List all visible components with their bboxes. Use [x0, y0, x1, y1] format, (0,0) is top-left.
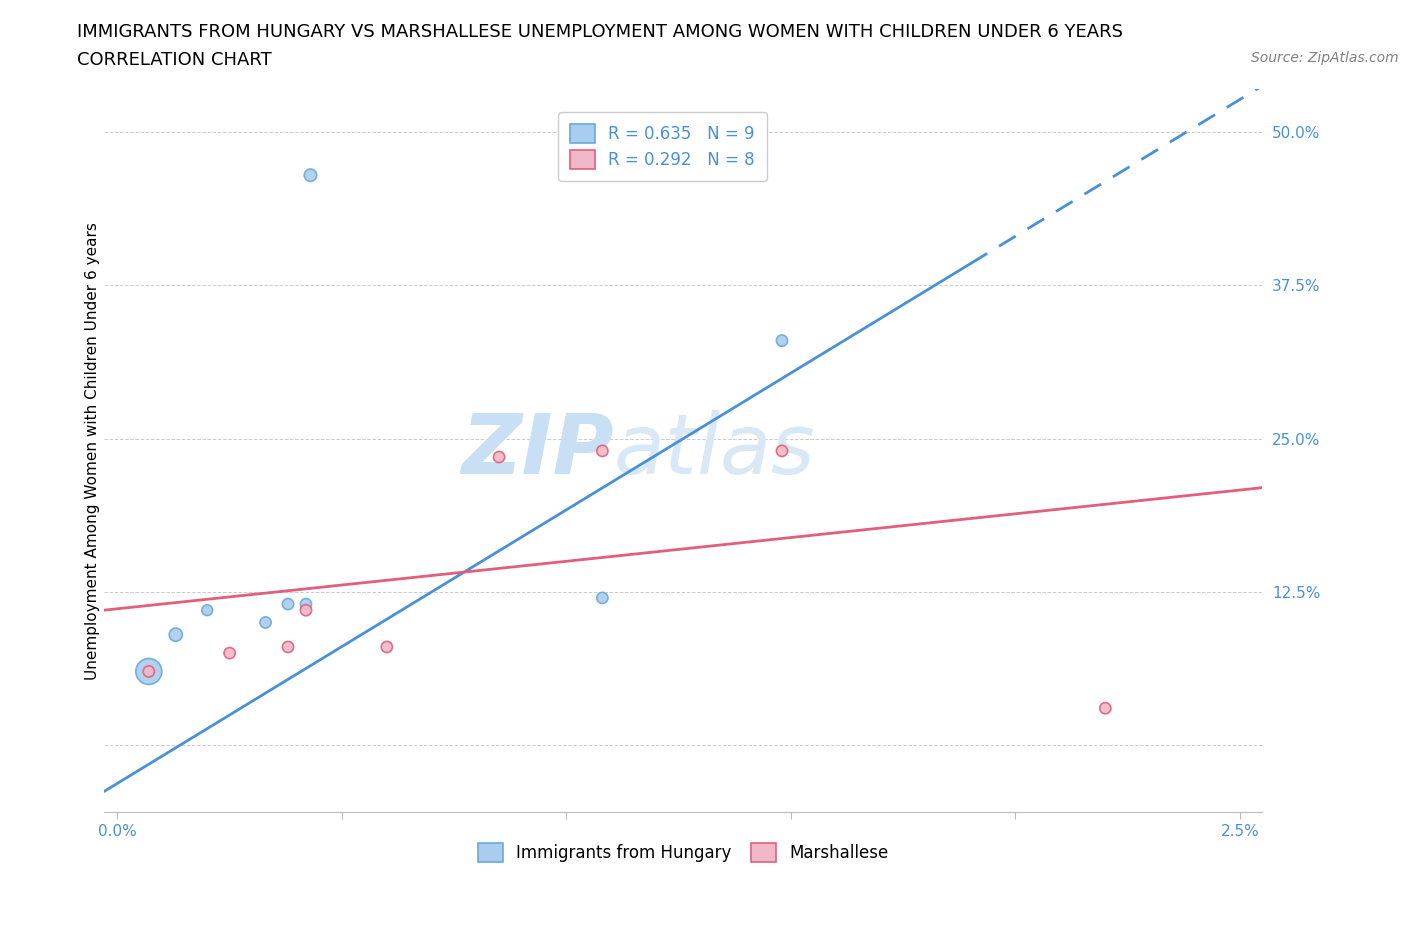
Point	[138, 664, 160, 679]
Point	[295, 603, 318, 618]
Point	[299, 167, 322, 182]
Y-axis label: Unemployment Among Women with Children Under 6 years: Unemployment Among Women with Children U…	[86, 222, 100, 680]
Point	[254, 615, 277, 630]
Point	[277, 597, 299, 612]
Text: CORRELATION CHART: CORRELATION CHART	[77, 51, 273, 69]
Point	[138, 664, 160, 679]
Point	[295, 597, 318, 612]
Legend: Immigrants from Hungary, Marshallese: Immigrants from Hungary, Marshallese	[471, 837, 896, 870]
Text: IMMIGRANTS FROM HUNGARY VS MARSHALLESE UNEMPLOYMENT AMONG WOMEN WITH CHILDREN UN: IMMIGRANTS FROM HUNGARY VS MARSHALLESE U…	[77, 23, 1123, 41]
Text: ZIP: ZIP	[461, 410, 613, 491]
Point	[770, 333, 793, 348]
Text: Source: ZipAtlas.com: Source: ZipAtlas.com	[1251, 51, 1399, 65]
Point	[1094, 701, 1116, 716]
Point	[218, 645, 240, 660]
Point	[375, 640, 398, 655]
Point	[277, 640, 299, 655]
Point	[591, 591, 613, 605]
Text: atlas: atlas	[613, 410, 815, 491]
Point	[770, 444, 793, 458]
Point	[488, 449, 510, 464]
Point	[165, 627, 187, 642]
Point	[195, 603, 218, 618]
Point	[591, 444, 613, 458]
